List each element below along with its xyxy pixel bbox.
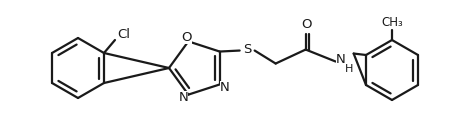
Text: O: O bbox=[181, 31, 191, 44]
Text: N: N bbox=[220, 81, 229, 94]
Text: H: H bbox=[344, 64, 353, 74]
Text: S: S bbox=[243, 43, 252, 56]
Text: CH₃: CH₃ bbox=[381, 16, 403, 29]
Text: Cl: Cl bbox=[117, 27, 131, 40]
Text: O: O bbox=[301, 18, 312, 31]
Text: N: N bbox=[178, 91, 188, 104]
Text: N: N bbox=[336, 53, 345, 66]
